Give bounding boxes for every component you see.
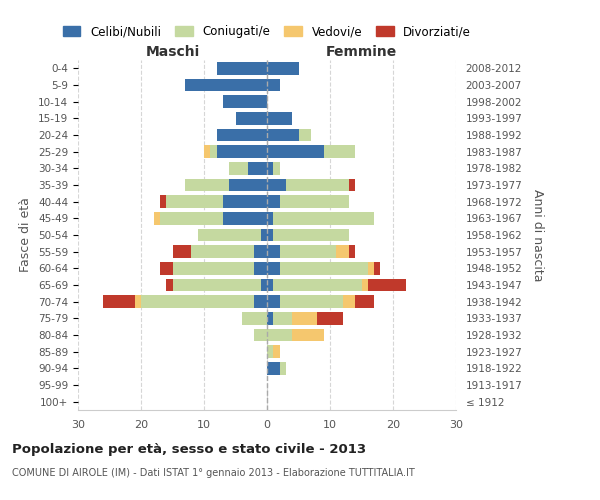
Bar (274, 279, 361, 291)
Bar (191, 246, 254, 258)
Bar (274, 229, 349, 241)
Bar (223, 196, 267, 208)
Bar (286, 179, 349, 192)
Bar (103, 296, 135, 308)
Bar (280, 196, 349, 208)
Bar (267, 146, 324, 158)
Bar (217, 146, 267, 158)
Bar (204, 146, 211, 158)
Bar (217, 129, 267, 141)
Bar (355, 296, 374, 308)
Bar (229, 179, 267, 192)
Bar (248, 162, 267, 174)
Bar (254, 246, 267, 258)
Bar (223, 96, 267, 108)
Bar (374, 262, 380, 274)
Bar (349, 179, 355, 192)
Bar (260, 279, 267, 291)
Text: Femmine: Femmine (326, 45, 397, 59)
Y-axis label: Fasce di età: Fasce di età (19, 198, 32, 272)
Bar (267, 362, 280, 374)
Bar (292, 329, 324, 341)
Bar (267, 246, 280, 258)
Bar (274, 346, 280, 358)
Bar (267, 162, 274, 174)
Legend: Celibi/Nubili, Coniugati/e, Vedovi/e, Divorziati/e: Celibi/Nubili, Coniugati/e, Vedovi/e, Di… (58, 20, 476, 43)
Text: COMUNE DI AIROLE (IM) - Dati ISTAT 1° gennaio 2013 - Elaborazione TUTTITALIA.IT: COMUNE DI AIROLE (IM) - Dati ISTAT 1° ge… (12, 468, 415, 477)
Bar (267, 79, 280, 92)
Bar (198, 229, 260, 241)
Bar (173, 262, 254, 274)
Bar (292, 312, 317, 324)
Bar (185, 79, 267, 92)
Bar (274, 162, 280, 174)
Bar (267, 312, 274, 324)
Bar (267, 112, 292, 124)
Bar (254, 262, 267, 274)
Bar (217, 62, 267, 74)
Bar (229, 162, 248, 174)
Bar (280, 246, 337, 258)
Bar (254, 296, 267, 308)
Bar (299, 129, 311, 141)
Y-axis label: Anni di nascita: Anni di nascita (531, 188, 544, 281)
Bar (173, 246, 191, 258)
Bar (242, 312, 267, 324)
Bar (223, 212, 267, 224)
Bar (267, 62, 299, 74)
Bar (166, 196, 223, 208)
Bar (210, 146, 217, 158)
Bar (260, 229, 267, 241)
Bar (154, 212, 160, 224)
Bar (185, 179, 229, 192)
Bar (267, 196, 280, 208)
Bar (267, 179, 286, 192)
Bar (267, 279, 274, 291)
Text: Popolazione per età, sesso e stato civile - 2013: Popolazione per età, sesso e stato civil… (12, 442, 366, 456)
Bar (267, 329, 292, 341)
Bar (267, 346, 274, 358)
Bar (235, 112, 267, 124)
Bar (254, 329, 267, 341)
Bar (337, 246, 349, 258)
Bar (173, 279, 260, 291)
Bar (343, 296, 355, 308)
Bar (368, 279, 406, 291)
Bar (160, 262, 173, 274)
Bar (267, 212, 274, 224)
Bar (267, 262, 280, 274)
Bar (267, 229, 274, 241)
Bar (274, 212, 374, 224)
Bar (160, 212, 223, 224)
Bar (361, 279, 368, 291)
Bar (166, 279, 173, 291)
Bar (280, 296, 343, 308)
Bar (267, 129, 299, 141)
Bar (274, 312, 292, 324)
Bar (267, 296, 280, 308)
Text: Maschi: Maschi (145, 45, 200, 59)
Bar (368, 262, 374, 274)
Bar (141, 296, 254, 308)
Bar (134, 296, 141, 308)
Bar (317, 312, 343, 324)
Bar (349, 246, 355, 258)
Bar (160, 196, 166, 208)
Bar (280, 262, 368, 274)
Bar (324, 146, 355, 158)
Bar (280, 362, 286, 374)
